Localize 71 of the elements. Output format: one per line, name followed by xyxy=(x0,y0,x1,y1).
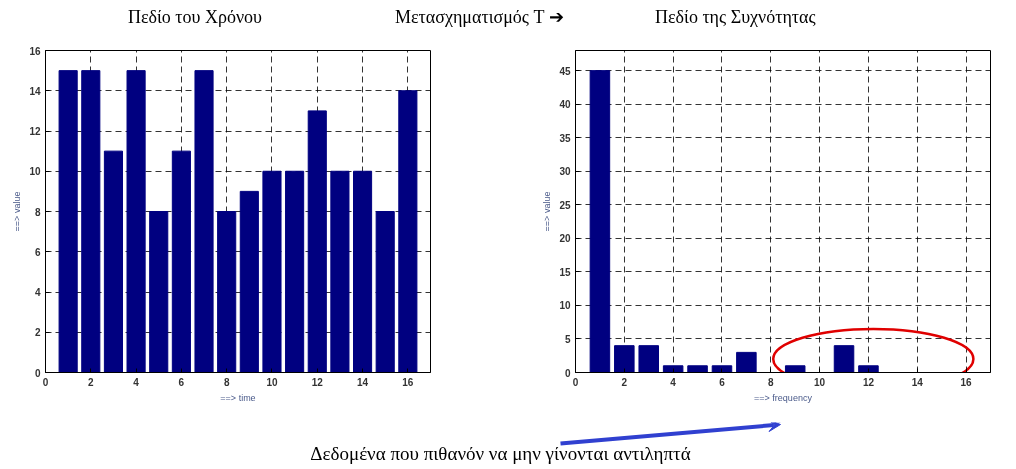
y-tick-label: 0 xyxy=(34,367,41,379)
bar xyxy=(194,70,214,373)
x-tick-label: 14 xyxy=(911,376,924,388)
bar xyxy=(375,211,395,373)
y-axis-title: ==> value xyxy=(12,191,23,232)
y-axis-title: ==> value xyxy=(542,191,553,232)
y-tick-label: 6 xyxy=(34,246,41,258)
x-tick-label: 10 xyxy=(814,376,826,388)
x-tick-label: 16 xyxy=(960,376,973,388)
x-tick-label: 4 xyxy=(133,376,140,388)
y-tick-label: 40 xyxy=(559,99,571,111)
y-tick-label: 10 xyxy=(29,166,41,178)
y-tick-label: 10 xyxy=(559,300,571,312)
x-tick-label: 8 xyxy=(223,376,230,388)
x-tick-label: 12 xyxy=(862,376,875,388)
bar xyxy=(58,70,78,373)
bar xyxy=(858,365,879,373)
x-axis-title: ==> time xyxy=(220,392,256,403)
y-tick-label: 20 xyxy=(559,233,571,245)
y-tick-label: 30 xyxy=(559,166,571,178)
y-tick-label: 16 xyxy=(29,45,41,57)
y-tick-label: 45 xyxy=(559,65,571,77)
y-tick-label: 12 xyxy=(29,126,41,137)
bar xyxy=(126,70,146,373)
bar xyxy=(307,110,327,373)
x-tick-label: 10 xyxy=(266,376,278,388)
bar xyxy=(330,170,350,373)
x-tick-label: 2 xyxy=(621,376,628,388)
bar xyxy=(736,351,757,373)
x-tick-label: 0 xyxy=(42,376,49,388)
x-tick-label: 12 xyxy=(311,376,324,388)
bar xyxy=(784,365,806,373)
bar xyxy=(589,70,611,373)
y-tick-label: 2 xyxy=(34,327,41,339)
bar xyxy=(711,365,733,373)
x-tick-label: 2 xyxy=(88,376,95,388)
bar xyxy=(662,365,684,373)
y-tick-label: 25 xyxy=(559,199,571,211)
bar xyxy=(217,211,237,373)
x-tick-label: 14 xyxy=(357,376,369,388)
bar xyxy=(239,190,259,373)
bar xyxy=(353,170,373,373)
text: Δεδομένα που πιθανόν να μην γίνονται αντιληπτά xyxy=(310,443,691,464)
bar xyxy=(81,70,101,373)
bar xyxy=(149,211,169,373)
bar xyxy=(103,150,123,373)
text: Μετασχηματισμός T ➔ xyxy=(395,6,564,29)
x-tick-label: 6 xyxy=(178,376,185,388)
x-axis-title: ==> frequency xyxy=(754,392,813,403)
x-tick-label: 6 xyxy=(719,376,726,388)
y-tick-label: 0 xyxy=(564,367,571,379)
x-tick-label: 4 xyxy=(670,376,677,388)
bar xyxy=(833,345,855,373)
y-tick-label: 15 xyxy=(559,266,571,278)
x-tick-label: 0 xyxy=(572,376,579,388)
x-tick-label: 8 xyxy=(768,376,775,388)
bar xyxy=(171,150,191,373)
y-tick-label: 35 xyxy=(559,132,571,144)
x-tick-label: 16 xyxy=(402,376,414,388)
bar xyxy=(687,365,708,373)
y-tick-label: 5 xyxy=(564,333,571,345)
y-tick-label: 8 xyxy=(34,206,41,218)
chart-title: Πεδίο του Χρόνου xyxy=(127,6,263,29)
chart-title: Πεδίο της Συχνότητας xyxy=(655,6,816,29)
bar xyxy=(285,170,305,373)
bar xyxy=(262,170,282,373)
bar xyxy=(614,345,635,373)
bar xyxy=(398,90,418,373)
y-tick-label: 4 xyxy=(34,287,41,298)
bar xyxy=(638,345,659,373)
y-tick-label: 14 xyxy=(29,85,41,97)
